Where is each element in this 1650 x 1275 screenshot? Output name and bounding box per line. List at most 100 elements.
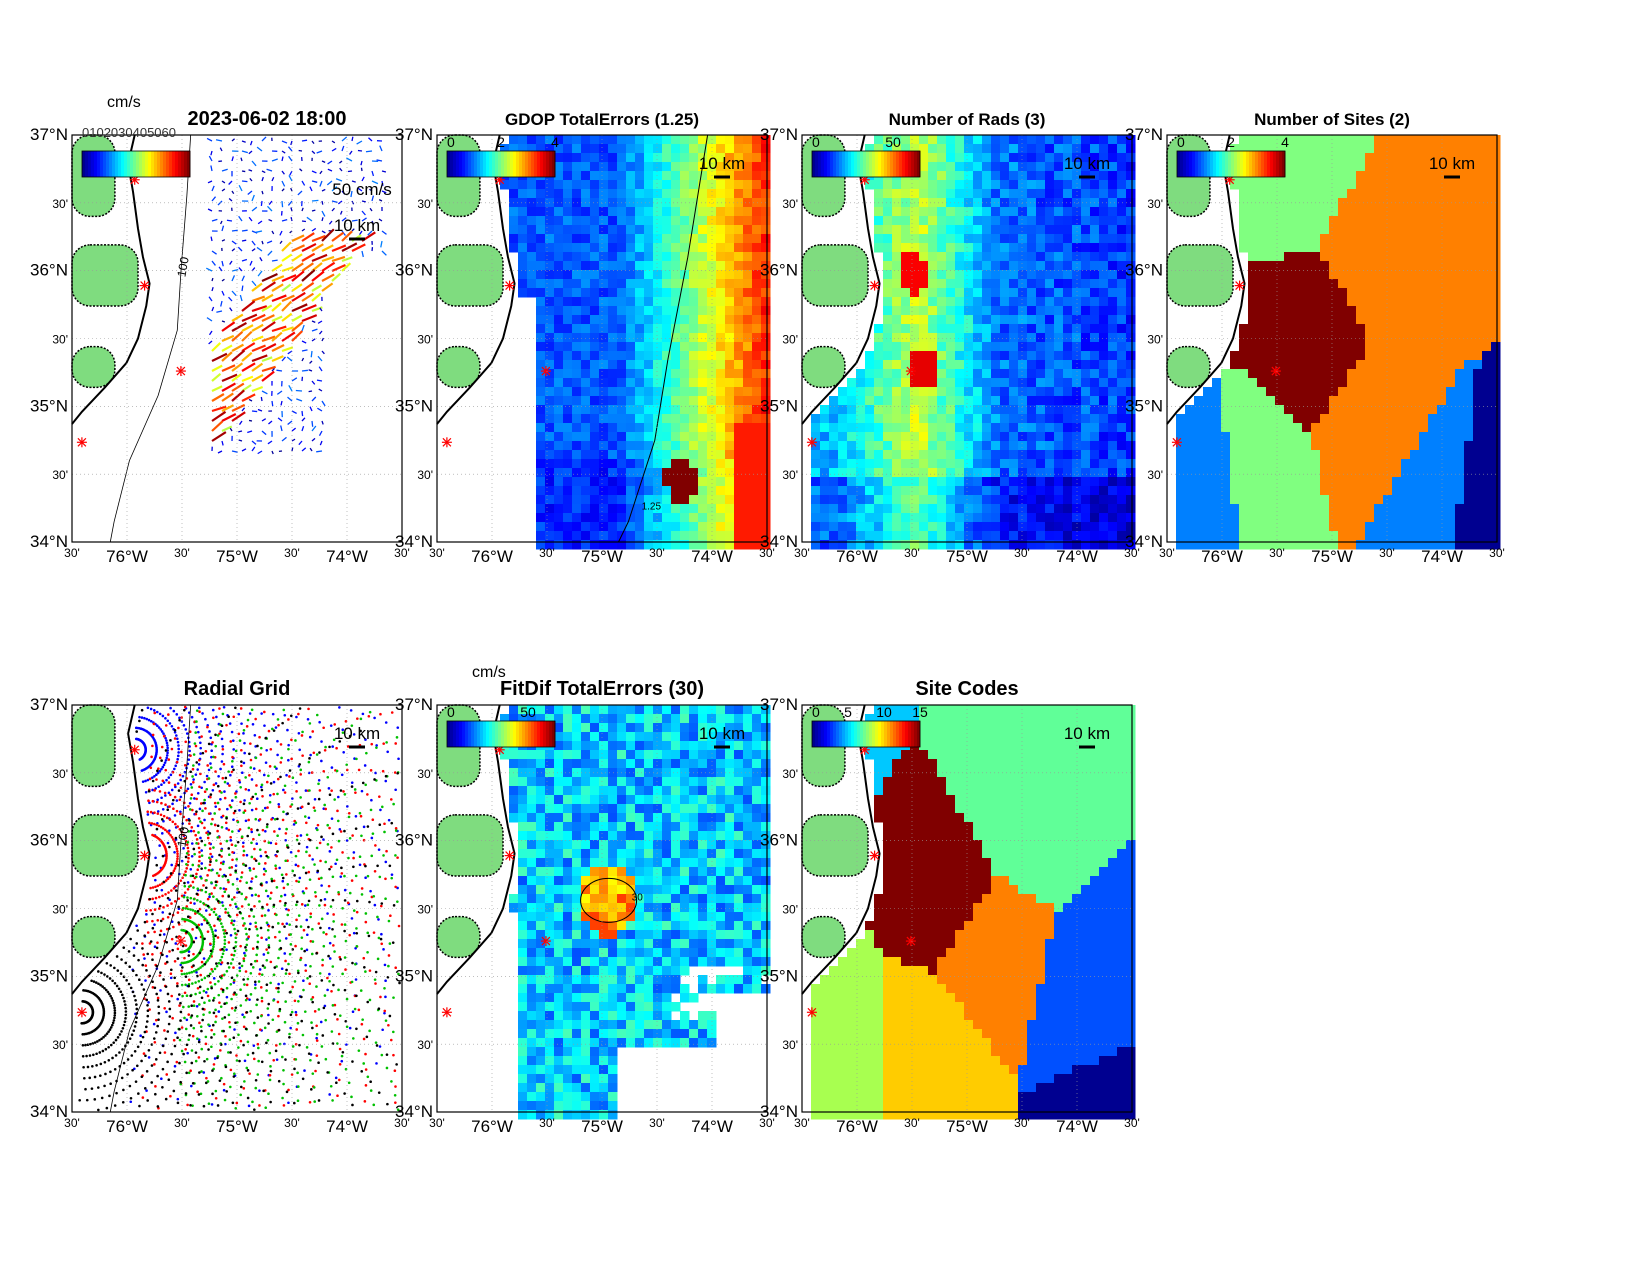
grid-cell xyxy=(811,459,821,469)
grid-cell xyxy=(973,171,983,181)
grid-cell xyxy=(617,414,627,424)
grid-cell xyxy=(1482,243,1492,253)
grid-cell xyxy=(937,423,947,433)
colorbar-swatch xyxy=(495,151,499,177)
grid-cell xyxy=(982,405,992,415)
grid-cell xyxy=(617,171,627,181)
grid-cell xyxy=(743,405,753,415)
grid-cell xyxy=(964,180,974,190)
grid-cell xyxy=(527,270,537,280)
grid-cell xyxy=(901,378,911,388)
grid-cell xyxy=(1009,405,1019,415)
grid-cell xyxy=(1275,513,1285,523)
grid-cell xyxy=(1311,450,1321,460)
grid-cell xyxy=(1018,324,1028,334)
grid-cell xyxy=(874,189,884,199)
grid-cell xyxy=(991,324,1001,334)
grid-cell xyxy=(536,216,546,226)
grid-cell xyxy=(1401,504,1411,514)
grid-cell xyxy=(1248,324,1258,334)
grid-cell xyxy=(1383,135,1393,145)
grid-cell xyxy=(680,477,690,487)
grid-cell xyxy=(1491,261,1501,271)
grid-cell xyxy=(1212,468,1222,478)
grid-cell xyxy=(1221,495,1231,505)
grid-cell xyxy=(1081,333,1091,343)
grid-cell xyxy=(847,441,857,451)
grid-cell xyxy=(1392,504,1402,514)
grid-cell xyxy=(608,243,618,253)
grid-cell xyxy=(1126,324,1136,334)
grid-cell xyxy=(1036,135,1046,145)
grid-cell xyxy=(1464,288,1474,298)
grid-cell xyxy=(608,180,618,190)
current-vector xyxy=(311,328,318,332)
current-vector xyxy=(321,230,326,234)
grid-cell xyxy=(725,531,735,541)
colorbar-swatch xyxy=(82,151,86,177)
grid-cell xyxy=(964,252,974,262)
grid-cell xyxy=(1410,324,1420,334)
grid-cell xyxy=(1090,288,1100,298)
grid-cell xyxy=(901,252,911,262)
latitude-tick-label: 30' xyxy=(417,333,433,347)
grid-cell xyxy=(617,468,627,478)
grid-cell xyxy=(928,405,938,415)
grid-cell xyxy=(928,396,938,406)
grid-cell xyxy=(919,288,929,298)
grid-cell xyxy=(1027,270,1037,280)
grid-cell xyxy=(1491,342,1501,352)
grid-cell xyxy=(743,288,753,298)
grid-cell xyxy=(1045,414,1055,424)
grid-cell xyxy=(653,234,663,244)
grid-cell xyxy=(1455,315,1465,325)
grid-cell xyxy=(662,180,672,190)
grid-cell xyxy=(635,414,645,424)
current-vector xyxy=(248,150,253,155)
current-vector xyxy=(301,180,306,186)
current-vector xyxy=(211,185,215,192)
grid-cell xyxy=(1455,189,1465,199)
grid-cell xyxy=(1428,207,1438,217)
grid-cell xyxy=(955,459,965,469)
grid-cell xyxy=(716,261,726,271)
grid-cell xyxy=(1072,378,1082,388)
grid-cell xyxy=(1491,180,1501,190)
grid-cell xyxy=(1000,144,1010,154)
colorbar-swatch xyxy=(887,151,891,177)
grid-cell xyxy=(892,333,902,343)
grid-cell xyxy=(1293,225,1303,235)
grid-cell xyxy=(1036,387,1046,397)
grid-cell xyxy=(545,378,555,388)
grid-cell xyxy=(1356,387,1366,397)
grid-cell xyxy=(653,288,663,298)
grid-cell xyxy=(982,432,992,442)
grid-cell xyxy=(1329,441,1339,451)
grid-cell xyxy=(716,495,726,505)
grid-cell xyxy=(1401,360,1411,370)
current-vector xyxy=(247,430,253,434)
grid-cell xyxy=(1230,180,1240,190)
current-vector xyxy=(309,186,313,192)
grid-cell xyxy=(1410,144,1420,154)
grid-cell xyxy=(608,297,618,307)
grid-cell xyxy=(1036,324,1046,334)
current-vector xyxy=(309,406,313,412)
grid-cell xyxy=(563,540,573,550)
grid-cell xyxy=(1185,495,1195,505)
grid-cell xyxy=(1338,369,1348,379)
grid-cell xyxy=(599,306,609,316)
grid-cell xyxy=(1090,180,1100,190)
grid-cell xyxy=(1126,243,1136,253)
grid-cell xyxy=(1365,342,1375,352)
grid-cell xyxy=(919,261,929,271)
current-vector xyxy=(351,219,358,222)
grid-cell xyxy=(698,486,708,496)
grid-cell xyxy=(1446,216,1456,226)
grid-cell xyxy=(698,396,708,406)
grid-cell xyxy=(752,540,762,550)
grid-cell xyxy=(671,504,681,514)
grid-cell xyxy=(955,432,965,442)
grid-cell xyxy=(1000,216,1010,226)
colorbar-swatch xyxy=(1219,151,1223,177)
